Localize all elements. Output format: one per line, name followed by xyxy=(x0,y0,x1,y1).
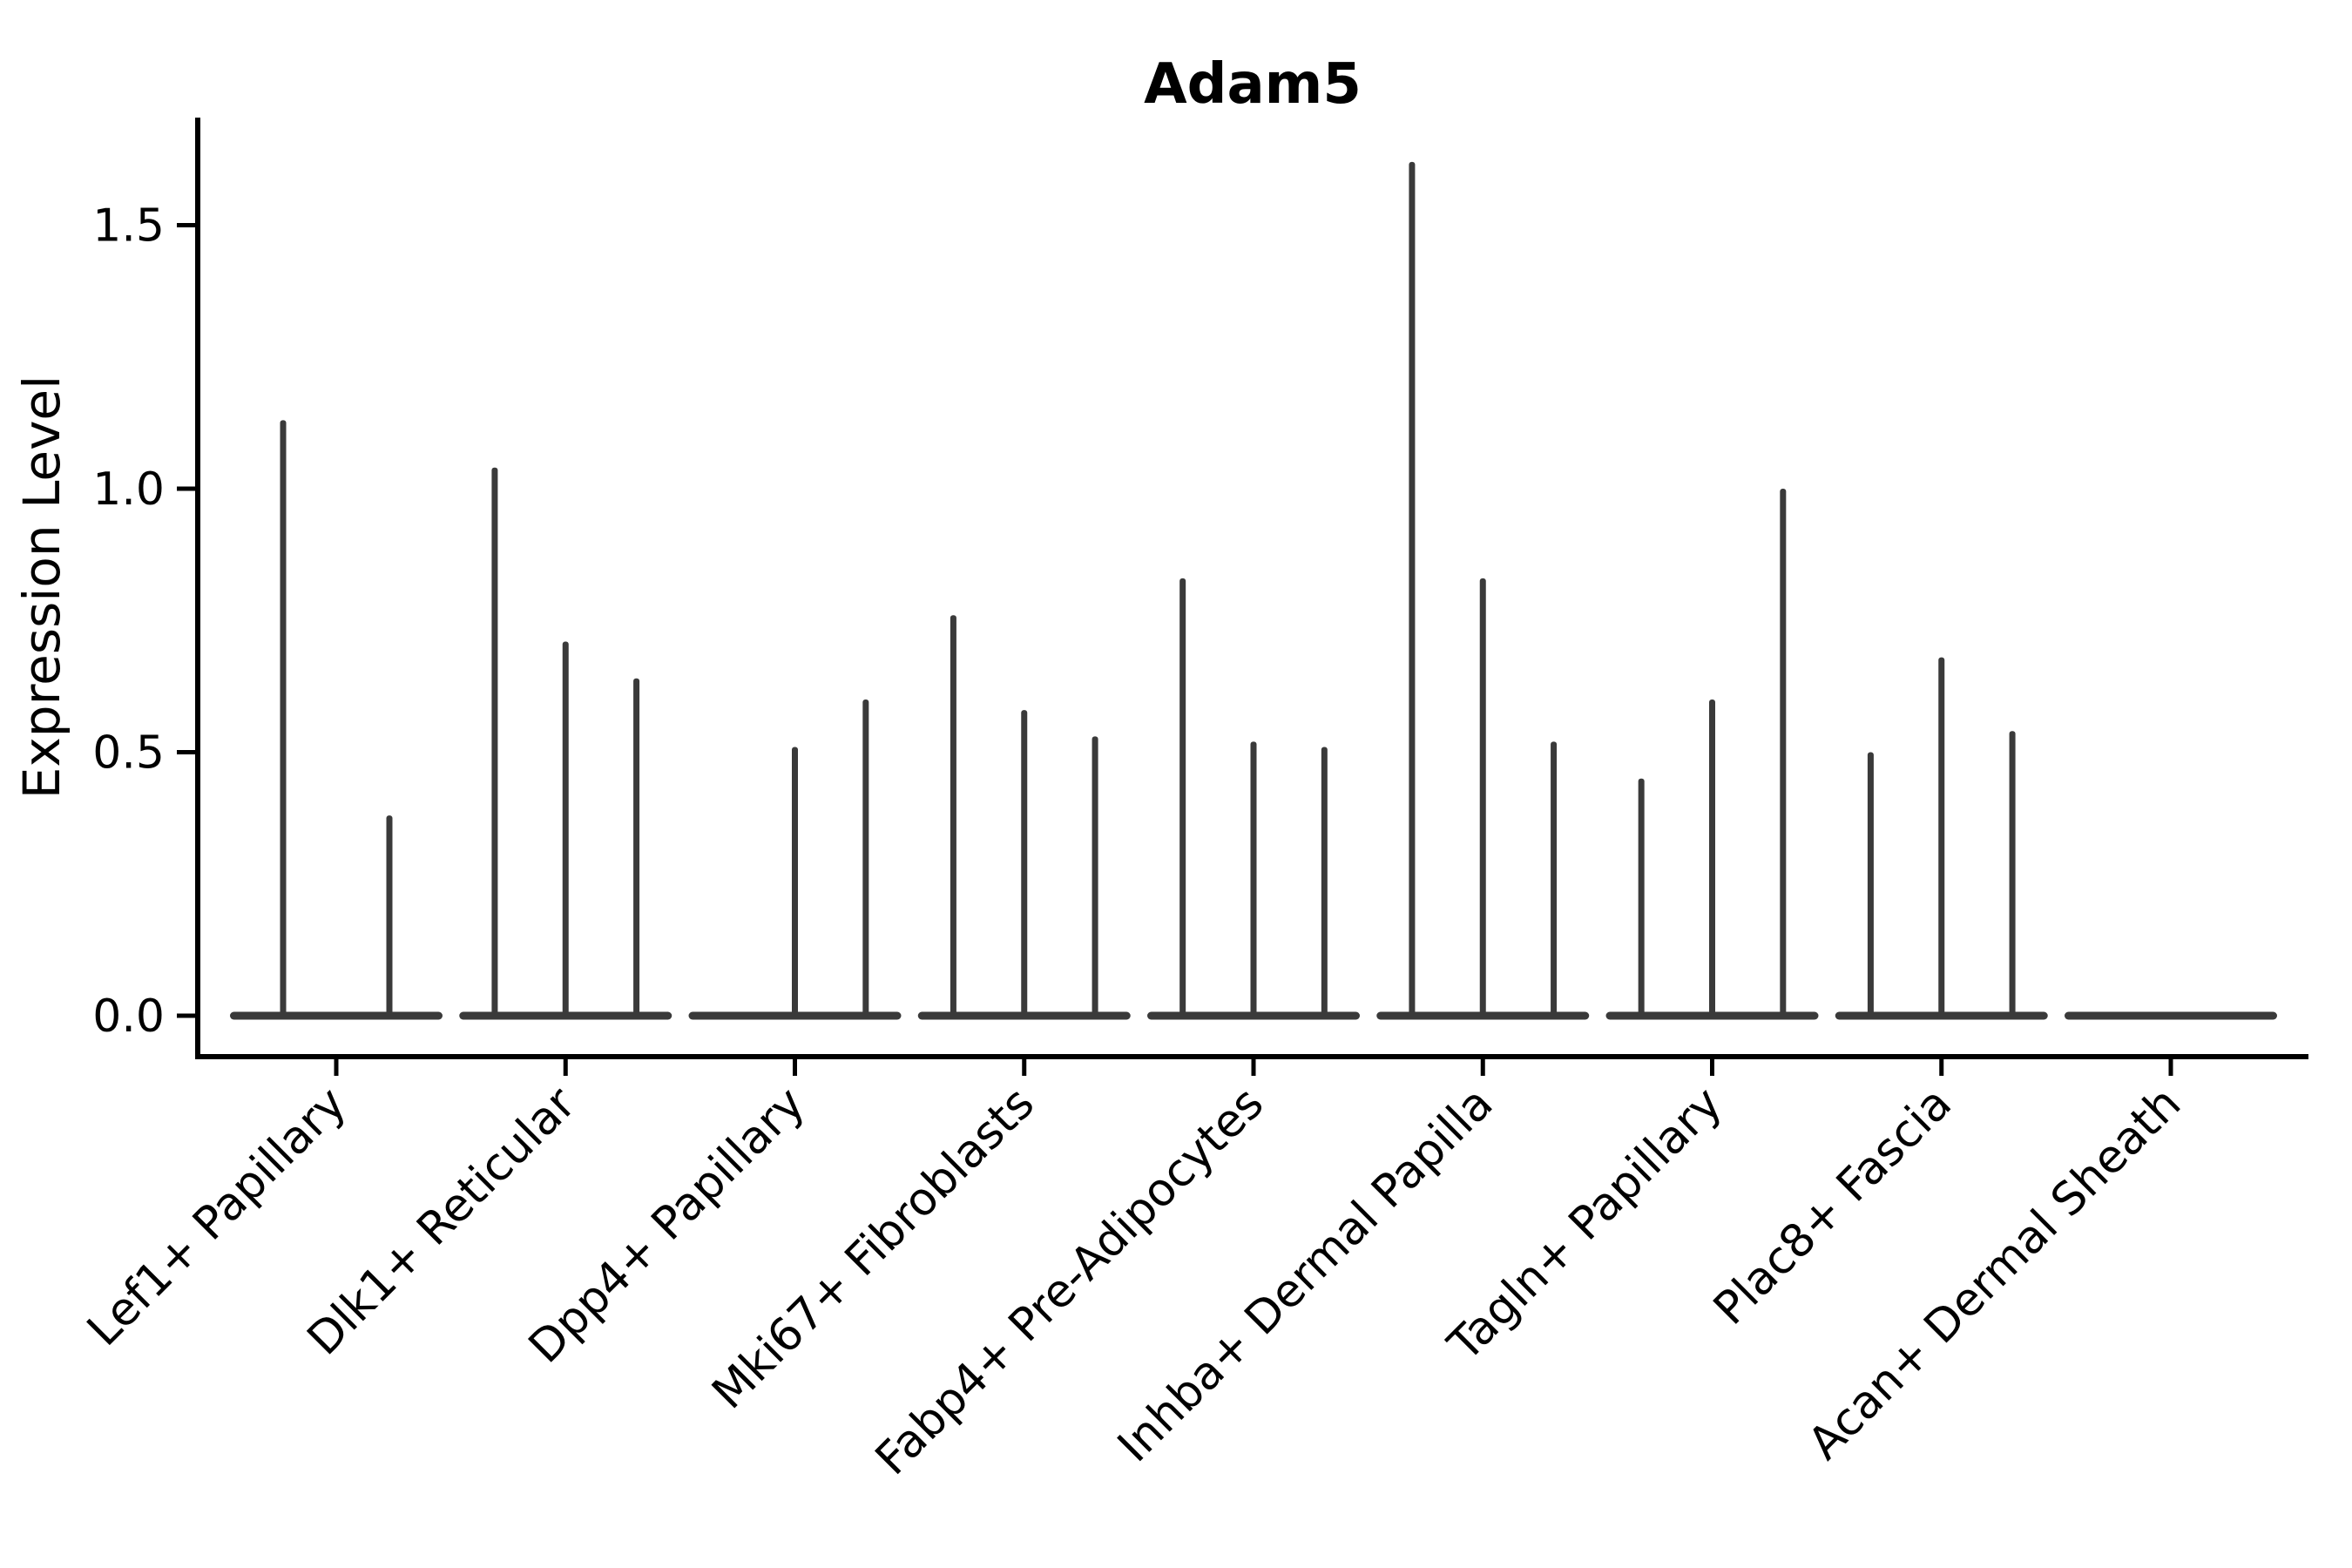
violin-spike xyxy=(1321,747,1328,1016)
violin-spike xyxy=(1638,778,1645,1016)
x-tick-label: Fabp4+ Pre-Adipocytes xyxy=(866,1078,1274,1485)
violin-spike xyxy=(280,420,287,1017)
violin-spike xyxy=(1179,578,1186,1016)
violin-spike xyxy=(1938,657,1945,1016)
violin-spike xyxy=(1709,700,1715,1016)
violin-spike xyxy=(1409,161,1416,1016)
violin-spike xyxy=(792,747,798,1016)
y-tick-label: 0.5 xyxy=(92,727,165,780)
violin-spike xyxy=(1551,741,1558,1016)
violin-spike xyxy=(491,467,498,1016)
y-tick-label: 0.0 xyxy=(92,990,165,1043)
violin-spike xyxy=(2009,731,2016,1016)
violin-baseline xyxy=(230,1011,443,1020)
violin-spike xyxy=(562,641,569,1016)
violin-spike xyxy=(1867,752,1874,1016)
violin-spike xyxy=(950,615,956,1016)
violin-spike xyxy=(1250,741,1257,1016)
x-tick-label: Inhba+ Dermal Papilla xyxy=(1108,1078,1503,1472)
violin-spike xyxy=(1021,710,1028,1016)
chart-title: Adam5 xyxy=(1144,52,1362,117)
x-tick-label: Acan+ Dermal Sheath xyxy=(1799,1078,2192,1470)
violin-baseline xyxy=(2065,1011,2277,1020)
violin-spike xyxy=(633,678,640,1016)
y-tick-label: 1.5 xyxy=(92,200,165,253)
violin-spike xyxy=(1092,736,1098,1016)
x-tick-label: Plac8+ Fascia xyxy=(1704,1078,1962,1335)
y-axis-label: Expression Level xyxy=(12,375,71,799)
violin-spike xyxy=(1780,489,1787,1016)
y-tick-label: 1.0 xyxy=(92,463,165,516)
violin-spike xyxy=(386,815,393,1016)
violin-spike xyxy=(862,700,869,1016)
violin-spike xyxy=(1479,578,1486,1016)
